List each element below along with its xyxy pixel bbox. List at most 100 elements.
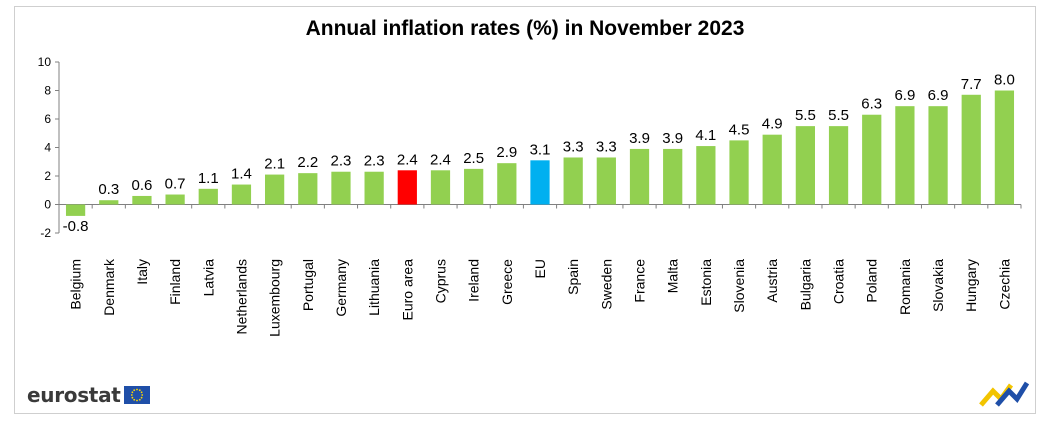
x-tick-label: Hungary bbox=[963, 259, 979, 312]
x-tick-label: Croatia bbox=[831, 259, 847, 304]
bar bbox=[663, 148, 683, 205]
data-label: 6.9 bbox=[894, 87, 915, 104]
data-labels: -0.8 0.3 0.6 0.7 1.1 1.4 2.1 2.2 2.3 2.3 2.4 2.4 2.5… bbox=[63, 72, 1015, 235]
data-label: 2.3 bbox=[364, 153, 385, 170]
bar bbox=[596, 157, 616, 205]
x-tick-label: Finland bbox=[167, 259, 183, 305]
bar bbox=[828, 126, 849, 205]
y-tick-label: 8 bbox=[44, 84, 51, 98]
x-tick-label: Euro area bbox=[399, 259, 415, 321]
bar bbox=[65, 204, 86, 216]
data-label: 7.7 bbox=[961, 76, 982, 93]
y-tick-label: 4 bbox=[44, 141, 51, 155]
x-tick-label: Slovenia bbox=[731, 259, 747, 313]
x-tick-label: Slovakia bbox=[930, 259, 946, 312]
chart-frame: Annual inflation rates (%) in November 2… bbox=[14, 6, 1036, 414]
data-label: 2.3 bbox=[331, 153, 352, 170]
x-tick-label: Estonia bbox=[698, 259, 714, 306]
y-tick-label: 2 bbox=[44, 169, 51, 183]
bar bbox=[231, 184, 252, 205]
data-label: 2.2 bbox=[297, 154, 318, 171]
bar bbox=[795, 126, 815, 205]
x-tick-label: Czechia bbox=[996, 259, 1012, 310]
bar bbox=[132, 195, 152, 205]
bar bbox=[895, 106, 915, 205]
bar bbox=[928, 106, 948, 205]
bar bbox=[961, 94, 981, 205]
y-tick-label: 10 bbox=[38, 55, 52, 69]
x-tick-label: Greece bbox=[499, 259, 515, 305]
bar bbox=[497, 163, 517, 205]
data-label: -0.8 bbox=[63, 218, 89, 235]
bars bbox=[65, 90, 1015, 216]
x-tick-label: Romania bbox=[897, 259, 913, 315]
x-tick-label: Denmark bbox=[101, 258, 117, 316]
data-label: 3.1 bbox=[530, 141, 551, 158]
x-tick-labels: Belgium Denmark Italy Finland Latvia Netherla… bbox=[68, 258, 1013, 337]
data-label: 3.3 bbox=[596, 138, 617, 155]
bar bbox=[430, 170, 451, 205]
data-label: 0.6 bbox=[132, 177, 153, 194]
x-tick-label: Bulgaria bbox=[797, 259, 813, 311]
data-label: 2.4 bbox=[430, 151, 451, 168]
x-tick-label: Latvia bbox=[200, 259, 216, 297]
bar bbox=[265, 174, 285, 205]
eurostat-logo: eurostat bbox=[27, 383, 150, 407]
x-tick-label: Italy bbox=[134, 259, 150, 285]
bar bbox=[198, 188, 218, 205]
logo-text: eurostat bbox=[27, 383, 121, 407]
x-tick-label: Portugal bbox=[300, 259, 316, 311]
x-tick-label: France bbox=[632, 259, 648, 303]
bar bbox=[165, 194, 185, 205]
x-tick-label: Malta bbox=[665, 259, 681, 293]
data-label: 1.4 bbox=[231, 166, 252, 183]
y-tick-label: 6 bbox=[44, 112, 51, 126]
x-tick-label: Sweden bbox=[598, 259, 614, 310]
data-label: 2.9 bbox=[496, 144, 517, 161]
x-tick-label: Luxembourg bbox=[267, 259, 283, 337]
y-tick-label: 0 bbox=[44, 198, 51, 212]
x-tick-label: Ireland bbox=[466, 259, 482, 302]
bar bbox=[563, 157, 583, 205]
y-tick-label: -2 bbox=[40, 226, 51, 240]
bar bbox=[696, 146, 716, 205]
eu-flag-icon bbox=[123, 386, 150, 404]
eurostat-chevron-icon bbox=[979, 381, 1029, 407]
x-tick-label: Belgium bbox=[68, 259, 84, 310]
data-label: 4.1 bbox=[695, 127, 716, 144]
bar bbox=[862, 114, 882, 205]
bar bbox=[397, 170, 417, 205]
x-tick-label: Austria bbox=[764, 259, 780, 303]
x-tick-label: Spain bbox=[565, 259, 581, 295]
bar bbox=[464, 168, 484, 205]
x-tick-label: Lithuania bbox=[366, 259, 382, 316]
bar bbox=[99, 200, 119, 205]
bar bbox=[629, 148, 650, 205]
x-tick-label: Netherlands bbox=[233, 259, 249, 335]
x-tick-label: Germany bbox=[333, 259, 349, 317]
bar bbox=[331, 171, 351, 205]
data-label: 0.7 bbox=[165, 176, 186, 193]
x-tick-label: Cyprus bbox=[432, 259, 448, 303]
data-label: 4.9 bbox=[762, 116, 783, 133]
data-label: 3.9 bbox=[662, 130, 683, 147]
bar bbox=[530, 160, 550, 205]
data-label: 8.0 bbox=[994, 72, 1015, 89]
data-label: 4.5 bbox=[729, 121, 750, 138]
data-label: 5.5 bbox=[795, 107, 816, 124]
bar bbox=[364, 171, 384, 205]
bar bbox=[994, 90, 1015, 205]
x-tick-label: Poland bbox=[864, 259, 880, 303]
x-tick-label: EU bbox=[532, 259, 548, 278]
data-label: 3.9 bbox=[629, 130, 650, 147]
bar bbox=[762, 134, 782, 205]
data-label: 1.1 bbox=[198, 170, 219, 187]
bar bbox=[298, 173, 318, 205]
data-label: 6.9 bbox=[928, 87, 949, 104]
data-label: 5.5 bbox=[828, 107, 849, 124]
data-label: 0.3 bbox=[98, 181, 119, 198]
data-label: 3.3 bbox=[563, 138, 584, 155]
data-label: 6.3 bbox=[861, 96, 882, 113]
data-label: 2.1 bbox=[264, 156, 285, 173]
bar bbox=[729, 140, 749, 205]
